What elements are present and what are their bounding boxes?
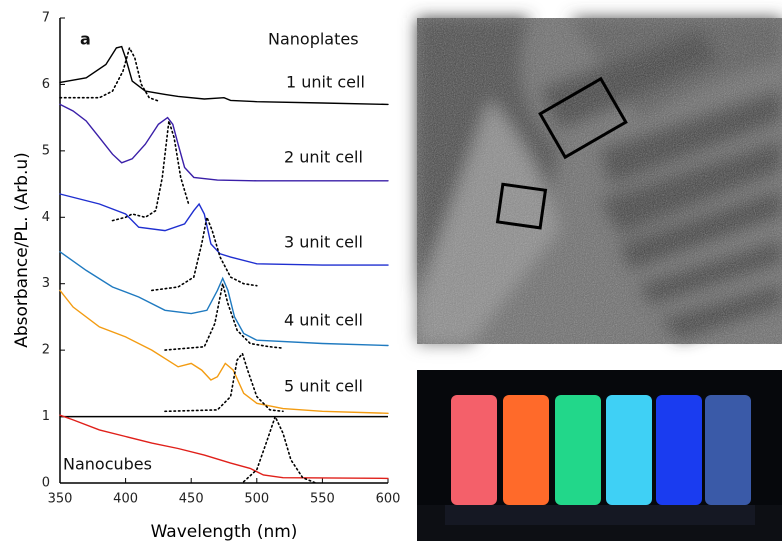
y-tick-label: 5 <box>42 143 50 158</box>
x-tick-label: 350 <box>48 492 73 507</box>
y-tick-label: 6 <box>42 77 50 92</box>
y-tick-label: 2 <box>42 343 50 358</box>
vials-photo <box>417 370 782 541</box>
annotation: 4 unit cell <box>284 311 363 330</box>
x-tick-label: 450 <box>179 492 204 507</box>
y-tick-label: 7 <box>42 11 50 26</box>
annotation: 2 unit cell <box>284 148 363 167</box>
spectrum-line <box>244 417 316 483</box>
y-tick-label: 1 <box>42 409 50 424</box>
annotation: Nanoplates <box>268 30 359 49</box>
x-tick-label: 400 <box>113 492 138 507</box>
annotation: 3 unit cell <box>284 233 363 252</box>
annotation: 5 unit cell <box>284 377 363 396</box>
annotation: 1 unit cell <box>286 73 365 92</box>
spectrum-line <box>152 217 257 290</box>
x-tick-label: 500 <box>244 492 269 507</box>
figure: a Nanoplates 1 unit cell 2 unit cell 3 u… <box>0 0 782 541</box>
spectrum-line <box>60 194 388 265</box>
x-tick-label: 600 <box>376 492 401 507</box>
tem-image <box>417 18 782 344</box>
spectrum-line <box>60 104 388 180</box>
y-tick-label: 0 <box>42 476 50 491</box>
x-axis-label: Wavelength (nm) <box>151 522 298 541</box>
spectrum-line <box>165 354 283 412</box>
y-axis-label: Absorbance/PL. (Arb.u) <box>12 152 32 348</box>
x-tick-label: 550 <box>310 492 335 507</box>
spectrum-line <box>60 48 158 101</box>
y-tick-label: 4 <box>42 210 50 225</box>
annotation: Nanocubes <box>63 455 152 474</box>
y-tick-label: 3 <box>42 276 50 291</box>
panel-label: a <box>80 30 91 49</box>
